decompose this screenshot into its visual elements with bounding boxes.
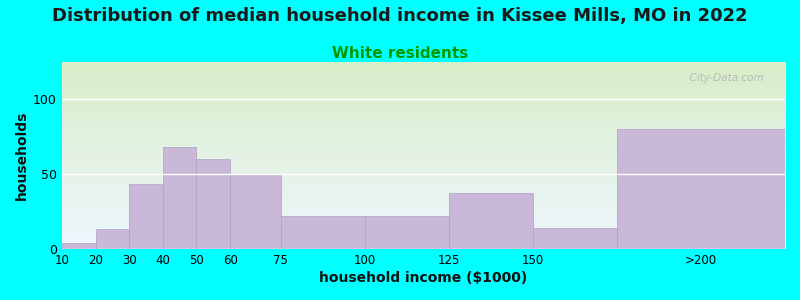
Y-axis label: households: households [15,110,29,200]
Bar [129,184,163,249]
X-axis label: household income ($1000): household income ($1000) [319,271,527,285]
Bar [281,216,365,249]
Bar [449,194,533,249]
Bar [617,129,785,249]
Bar [533,228,617,249]
Bar [62,243,95,249]
Bar [95,230,129,249]
Bar [163,147,197,249]
Bar [365,216,449,249]
Text: City-Data.com: City-Data.com [682,73,763,83]
Bar [230,174,281,249]
Bar [197,159,230,249]
Text: White residents: White residents [332,46,468,62]
Text: Distribution of median household income in Kissee Mills, MO in 2022: Distribution of median household income … [52,8,748,26]
